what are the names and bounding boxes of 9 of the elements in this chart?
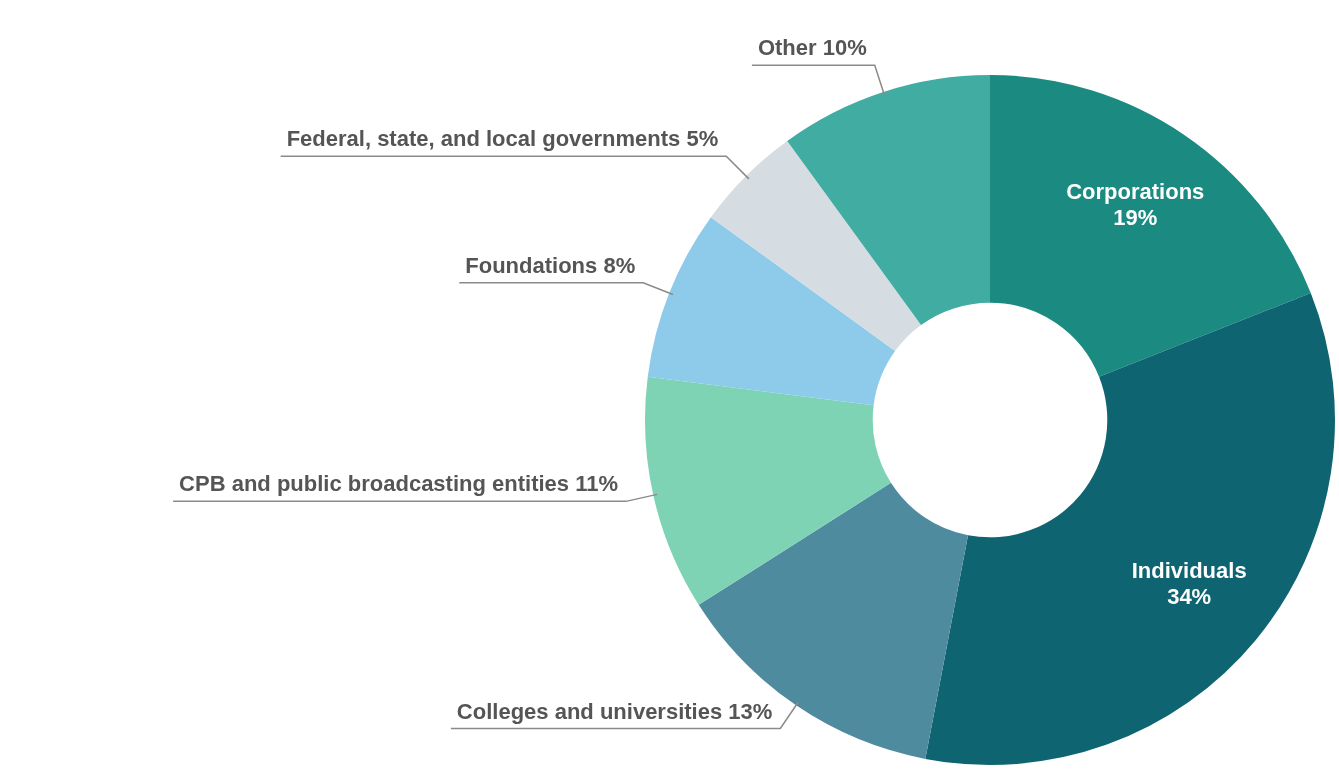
- slice-label: Foundations 8%: [465, 252, 636, 278]
- slice-label: Colleges and universities 13%: [456, 698, 773, 724]
- slice-label: Federal, state, and local governments 5%: [286, 126, 719, 152]
- slice-label: Corporations: [1066, 179, 1205, 205]
- slice-label: Individuals: [1131, 557, 1247, 583]
- slice-label: CPB and public broadcasting entities 11%: [179, 471, 618, 497]
- data-label: 34%: [1167, 583, 1212, 609]
- slice-label: Other 10%: [757, 35, 867, 61]
- data-label: 19%: [1113, 205, 1158, 231]
